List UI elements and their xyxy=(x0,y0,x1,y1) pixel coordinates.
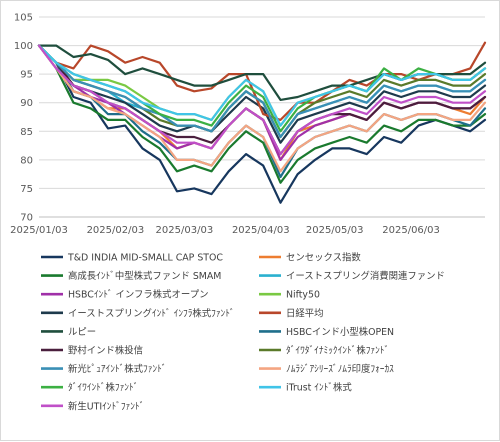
legend-label-7: イーストスプリングｲﾝﾄﾞ ｲﾝﾌﾗ株式ﾌｧﾝﾄﾞ xyxy=(68,307,235,319)
series-line-7 xyxy=(37,44,487,144)
series-line-17 xyxy=(37,44,487,156)
y-tick-label: 90 xyxy=(20,98,33,109)
x-tick-label: 2025/02/03 xyxy=(87,225,145,236)
legend-label-16: iTrust ｲﾝﾄﾞ株式 xyxy=(286,382,352,394)
legend-label-2: センセックス指数 xyxy=(286,252,361,264)
legend-label-13: 新光ﾋﾟｭｱｲﾝﾄﾞ株式ﾌｧﾝﾄﾞ xyxy=(68,363,166,375)
legend-label-11: 野村インド株投信 xyxy=(68,345,143,357)
legend-label-6: Nifty50 xyxy=(286,290,320,301)
legend-label-12: ﾀﾞｲﾜﾀﾞｲﾅﾐｯｸｲﾝﾄﾞ株ﾌｧﾝﾄﾞ xyxy=(286,345,389,357)
legend-label-3: 高成長ｲﾝﾄﾞ中型株式ファンド SMAM xyxy=(68,270,221,282)
x-tick-label: 2025/03/03 xyxy=(156,225,214,236)
x-tick-label: 2025/05/03 xyxy=(306,225,364,236)
series-line-1 xyxy=(37,44,487,204)
legend-label-14: ﾉﾑﾗｼﾞｱｼﾘｰｽﾞﾉﾑﾗ印度ﾌｫｰｶｽ xyxy=(286,363,394,375)
legend-label-15: ﾀﾞｲﾜｲﾝﾄﾞ株ﾌｧﾝﾄﾞ xyxy=(68,382,138,394)
legend-label-17: 新生UTIｲﾝﾄﾞﾌｧﾝﾄﾞ xyxy=(68,400,144,412)
series-line-8 xyxy=(37,41,487,122)
y-tick-label: 105 xyxy=(14,13,33,24)
x-tick-label: 2025/01/03 xyxy=(10,225,68,236)
x-tick-label: 2025/04/03 xyxy=(232,225,290,236)
y-tick-label: 100 xyxy=(14,41,33,52)
legend-label-5: HSBCｲﾝﾄﾞ インフラ株式オープン xyxy=(68,289,208,301)
legend-label-4: イーストスプリング消費関連ファンド xyxy=(286,270,445,282)
series-line-13 xyxy=(37,44,487,139)
series-line-11 xyxy=(37,44,487,156)
legend-label-9: ルピー xyxy=(68,327,96,338)
y-tick-label: 85 xyxy=(20,127,33,138)
y-tick-label: 75 xyxy=(20,184,33,195)
y-tick-label: 95 xyxy=(20,70,33,81)
legend-label-10: HSBCインド小型株OPEN xyxy=(286,326,394,338)
y-tick-label: 80 xyxy=(20,155,33,166)
x-tick-label: 2025/06/03 xyxy=(382,225,440,236)
series-line-3 xyxy=(37,44,487,184)
y-tick-label: 70 xyxy=(20,213,33,224)
series-line-14 xyxy=(37,44,487,173)
series-line-16 xyxy=(37,44,487,127)
legend-label-8: 日経平均 xyxy=(286,307,324,319)
legend-label-1: T&D INDIA MID-SMALL CAP STOC xyxy=(67,253,223,264)
